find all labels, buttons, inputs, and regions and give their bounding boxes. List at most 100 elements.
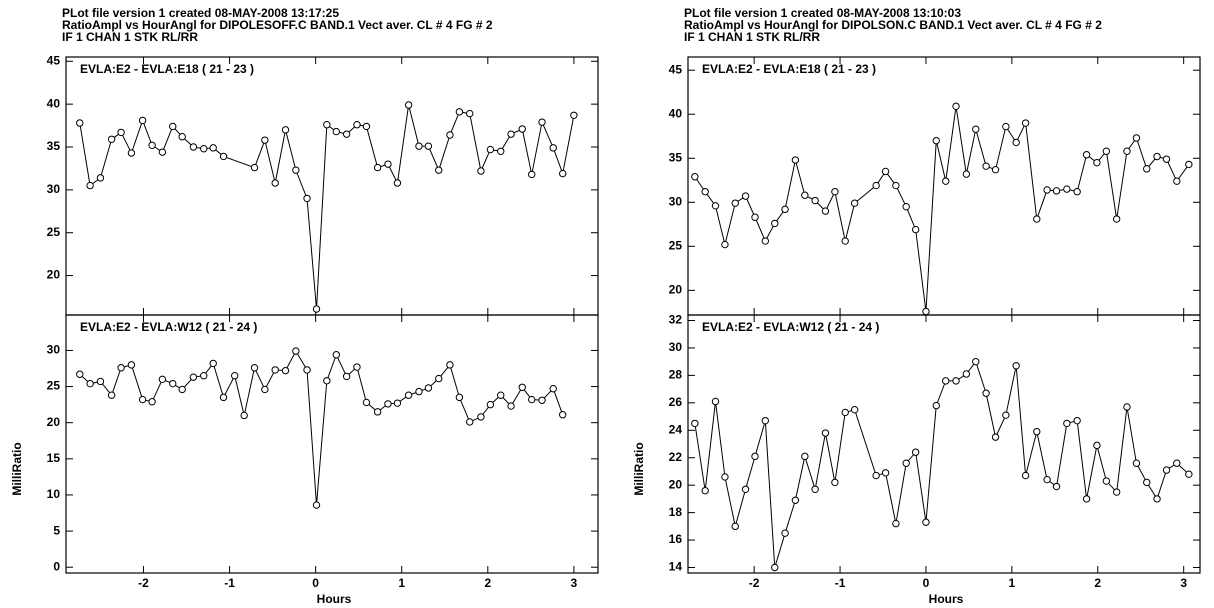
- plot-frame: [687, 56, 1201, 316]
- data-point: [219, 152, 228, 161]
- x-tick-label: -2: [749, 576, 760, 590]
- data-point: [1123, 403, 1131, 411]
- data-point: [691, 173, 699, 181]
- data-point: [148, 398, 156, 406]
- data-point: [721, 240, 729, 249]
- data-point: [821, 207, 830, 215]
- data-point: [771, 219, 779, 228]
- data-point: [281, 366, 290, 375]
- data-point: [1112, 215, 1121, 223]
- data-point: [353, 121, 361, 129]
- data-point: [1021, 471, 1030, 480]
- data-point: [831, 478, 839, 487]
- data-point: [528, 395, 536, 404]
- data-point: [1002, 122, 1010, 131]
- data-point: [323, 121, 331, 129]
- data-point: [761, 416, 770, 425]
- data-point: [393, 399, 402, 407]
- data-point: [1082, 151, 1091, 159]
- data-point: [721, 473, 729, 481]
- data-point: [86, 379, 94, 388]
- y-tick-label: 5: [53, 523, 60, 537]
- data-point: [731, 199, 739, 207]
- y-axis-label: MilliRatio: [632, 442, 646, 495]
- x-tick-label: 3: [1180, 576, 1187, 590]
- data-point: [1112, 488, 1121, 496]
- y-tick-label: 35: [47, 139, 61, 153]
- data-point: [932, 136, 940, 145]
- data-point: [982, 162, 990, 170]
- data-point: [962, 370, 971, 378]
- data-point: [811, 485, 819, 493]
- data-point: [342, 130, 351, 138]
- data-point: [231, 372, 239, 380]
- data-point: [831, 188, 839, 196]
- header-line: RatioAmpl vs HourAngl for DIPOLSON.C BAN…: [684, 18, 1102, 32]
- data-point: [312, 305, 321, 313]
- panel-label: EVLA:E2 - EVLA:W12 ( 21 - 24 ): [80, 320, 257, 334]
- data-point: [393, 179, 402, 187]
- data-point: [1143, 165, 1151, 173]
- data-point: [922, 518, 930, 526]
- y-tick-label: 40: [669, 106, 683, 120]
- data-point: [892, 181, 900, 190]
- y-tick-label: 45: [669, 62, 683, 76]
- data-point: [841, 237, 849, 245]
- data-point: [1073, 416, 1081, 425]
- data-point: [902, 459, 910, 467]
- data-point: [821, 429, 830, 437]
- data-point: [1093, 441, 1101, 450]
- data-point: [189, 373, 198, 381]
- data-point: [323, 377, 331, 385]
- data-line: [694, 106, 1190, 312]
- data-point: [801, 452, 809, 461]
- y-tick-label: 0: [53, 559, 60, 573]
- data-point: [1052, 482, 1061, 491]
- data-point: [962, 170, 971, 178]
- y-tick-label: 15: [47, 451, 61, 465]
- y-tick-label: 40: [47, 96, 61, 110]
- x-tick-label: -1: [224, 576, 235, 590]
- data-point: [189, 143, 198, 151]
- data-point: [741, 192, 750, 200]
- data-point: [771, 563, 779, 572]
- data-point: [1162, 466, 1171, 474]
- data-point: [117, 128, 125, 137]
- x-tick-label: -2: [138, 576, 149, 590]
- data-point: [446, 131, 454, 139]
- data-point: [982, 389, 990, 397]
- data-point: [292, 347, 300, 355]
- data-point: [138, 395, 147, 404]
- data-point: [158, 148, 167, 156]
- data-point: [486, 400, 495, 409]
- data-point: [902, 202, 910, 211]
- data-point: [240, 411, 248, 420]
- data-point: [711, 202, 720, 210]
- data-point: [1185, 470, 1193, 478]
- data-point: [219, 393, 228, 402]
- data-point: [271, 366, 279, 374]
- y-tick-label: 30: [47, 343, 61, 357]
- data-point: [1033, 215, 1041, 223]
- data-point: [559, 411, 567, 419]
- data-point: [466, 418, 474, 426]
- data-point: [107, 391, 116, 399]
- data-point: [127, 361, 136, 369]
- y-tick-label: 30: [47, 182, 61, 196]
- plot-frame: [65, 314, 599, 574]
- data-point: [1063, 419, 1071, 428]
- y-tick-label: 20: [47, 415, 61, 429]
- y-tick-label: 30: [669, 340, 683, 354]
- x-tick-label: 2: [484, 576, 491, 590]
- y-tick-label: 20: [669, 283, 683, 297]
- data-point: [261, 136, 269, 144]
- data-point: [446, 361, 454, 369]
- data-point: [801, 191, 809, 199]
- data-point: [281, 126, 290, 134]
- data-point: [373, 408, 382, 416]
- data-point: [781, 529, 789, 537]
- data-point: [528, 170, 536, 179]
- data-point: [570, 111, 578, 119]
- data-point: [424, 142, 433, 150]
